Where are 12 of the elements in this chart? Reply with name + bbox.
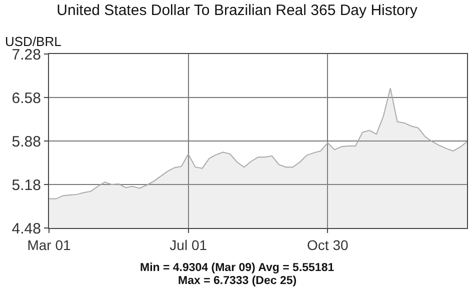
x-tick-label: Mar 01	[27, 236, 71, 253]
y-tick-label: 5.18	[12, 176, 41, 194]
y-axis-title: USD/BRL	[5, 34, 62, 49]
chart-title: United States Dollar To Brazilian Real 365 Day History	[56, 2, 418, 19]
y-tick-label: 5.88	[12, 133, 41, 150]
x-tick-label: Jul 01	[170, 236, 208, 253]
x-tick-label: Oct 30	[307, 236, 348, 253]
y-tick-label: 6.58	[12, 90, 41, 107]
y-tick-label: 7.28	[12, 46, 41, 64]
y-tick-label: 4.48	[12, 220, 41, 238]
text: Min = 4.9304 (Mar 09) Avg = 5.55181	[140, 262, 335, 274]
text: Max = 6.7333 (Dec 25)	[178, 275, 297, 287]
